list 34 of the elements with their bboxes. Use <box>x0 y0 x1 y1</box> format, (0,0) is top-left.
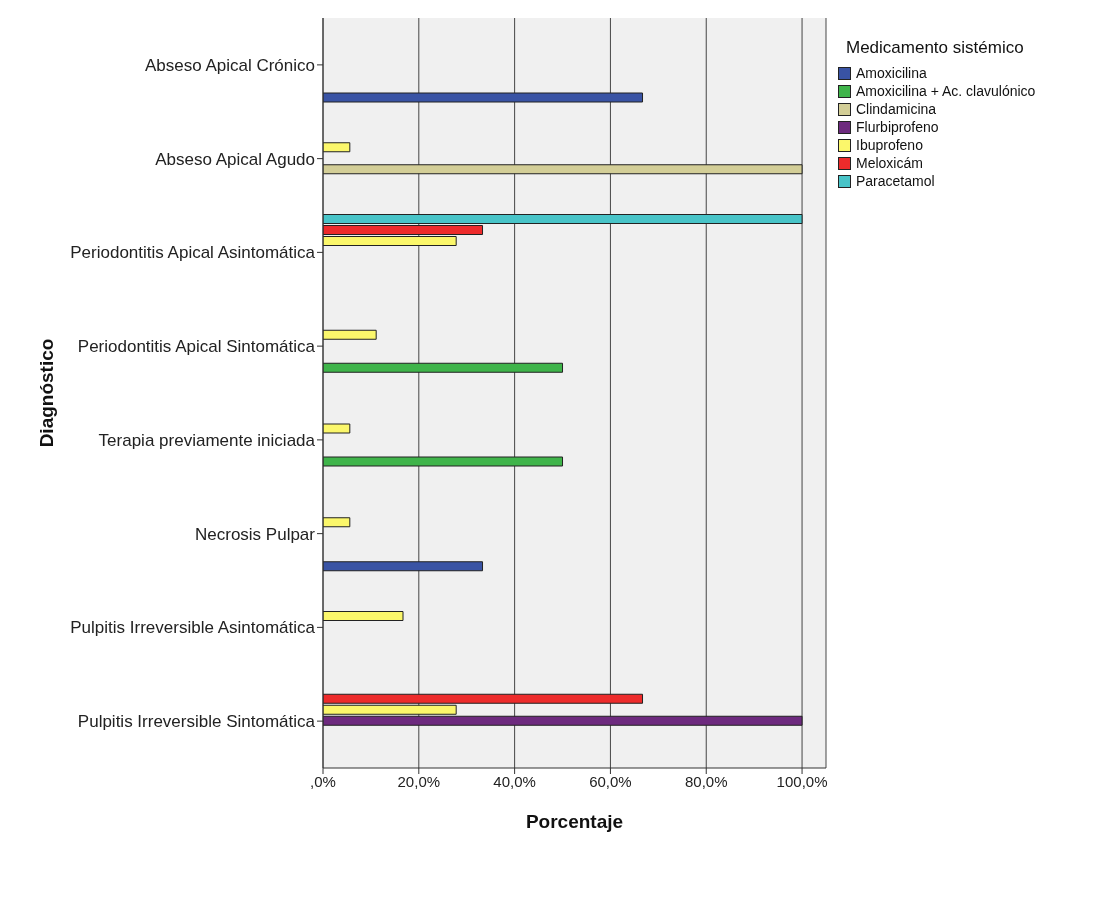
y-tick-label: Abseso Apical Crónico <box>144 55 315 75</box>
legend-title: Medicamento sistémico <box>846 38 1025 58</box>
legend-label: Ibuprofeno <box>856 137 923 153</box>
y-tick-label: Periodontitis Apical Sintomática <box>77 337 316 357</box>
y-tick-label: Pulpitis Irreversible Sintomática <box>77 712 316 732</box>
bar <box>323 164 803 175</box>
bar <box>323 561 484 572</box>
legend-label: Clindamicina <box>856 101 937 117</box>
x-tick-label: 60,0% <box>589 772 632 790</box>
y-axis-title: Diagnóstico <box>35 338 57 448</box>
x-axis-title: Porcentaje <box>525 811 624 832</box>
y-tick-label: Periodontitis Apical Asintomática <box>70 243 316 263</box>
y-tick-label: Necrosis Pulpar <box>195 524 316 544</box>
y-tick-label: Pulpitis Irreversible Asintomática <box>70 618 316 638</box>
legend-label: Amoxicilina <box>856 65 927 81</box>
x-tick-label: ,0% <box>310 772 336 790</box>
bar <box>323 142 351 153</box>
bar <box>323 611 404 621</box>
x-tick-label: 40,0% <box>493 772 536 790</box>
x-tick-label: 100,0% <box>776 772 828 790</box>
x-tick-label: 80,0% <box>684 772 728 790</box>
bar <box>323 92 644 103</box>
x-tick-label: 20,0% <box>397 772 441 790</box>
bar <box>323 329 377 340</box>
bar <box>323 456 564 467</box>
y-tick-label: Abseso Apical Agudo <box>155 149 315 169</box>
bar <box>323 517 351 528</box>
legend-label: Amoxicilina + Ac. clavulónico <box>856 83 1036 99</box>
bar <box>323 362 564 373</box>
legend-label: Paracetamol <box>856 173 935 189</box>
legend-label: Meloxicám <box>856 155 923 171</box>
legend-label: Flurbiprofeno <box>856 119 939 135</box>
bar <box>323 423 351 434</box>
y-tick-label: Terapia previamente iniciada <box>98 430 316 450</box>
